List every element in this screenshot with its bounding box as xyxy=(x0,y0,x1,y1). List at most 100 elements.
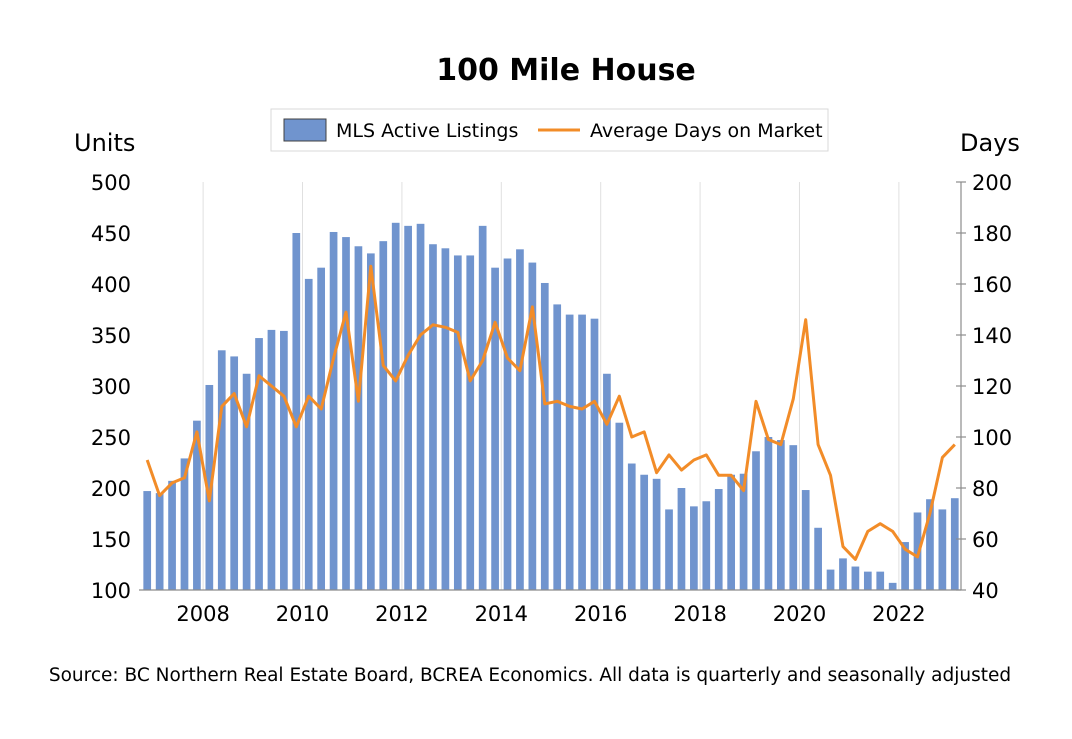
bar-listings-2 xyxy=(168,480,176,590)
bar-listings-49 xyxy=(752,451,760,590)
left-tick-label: 300 xyxy=(91,375,131,399)
bar-listings-13 xyxy=(304,278,313,590)
bar-listings-45 xyxy=(702,501,711,590)
x-axis-ticks: 2008 2010 2012 2014 2016 2018 2020 2022 xyxy=(176,602,925,626)
left-axis-title: Units xyxy=(74,129,135,157)
bar-listings-5 xyxy=(205,384,214,590)
bar-listings-48 xyxy=(739,473,748,590)
legend-label-listings: MLS Active Listings xyxy=(336,120,518,142)
bar-listings-6 xyxy=(217,350,226,590)
right-axis-title: Days xyxy=(960,129,1020,157)
legend: MLS Active Listings Average Days on Mark… xyxy=(270,108,829,152)
source-note: Source: BC Northern Real Estate Board, B… xyxy=(49,665,1011,686)
bar-listings-54 xyxy=(814,527,822,590)
x-tick-label: 2014 xyxy=(475,602,528,626)
right-tick-label: 60 xyxy=(972,528,999,552)
left-tick-label: 200 xyxy=(91,477,131,501)
bar-listings-39 xyxy=(627,463,636,590)
bar-listings-27 xyxy=(478,225,487,591)
bar-listings-57 xyxy=(851,566,860,590)
bar-listings-1 xyxy=(155,493,164,590)
vertical-gridlines xyxy=(202,182,900,590)
bar-listings-37 xyxy=(603,373,611,590)
bar-listings-59 xyxy=(876,571,885,590)
bar-listings-51 xyxy=(776,440,785,590)
bar-listings-64 xyxy=(938,509,947,590)
right-tick-label: 160 xyxy=(972,273,1012,297)
bar-listings-32 xyxy=(540,282,549,590)
bar-listings-36 xyxy=(590,318,599,590)
left-tick-label: 100 xyxy=(91,579,131,603)
bar-listings-14 xyxy=(317,267,326,590)
right-axis-ticks: 40 60 80 100 120 140 160 180 200 xyxy=(956,171,1012,603)
left-tick-label: 350 xyxy=(91,324,131,348)
bar-listings-11 xyxy=(280,330,288,590)
bar-listings-20 xyxy=(391,222,400,591)
bar-listings-47 xyxy=(727,474,736,590)
left-tick-label: 450 xyxy=(91,222,131,246)
left-tick-label: 500 xyxy=(91,171,131,195)
x-tick-label: 2020 xyxy=(773,602,826,626)
left-tick-label: 150 xyxy=(91,528,131,552)
bar-listings-26 xyxy=(466,255,475,590)
bar-listings-46 xyxy=(714,489,723,590)
bar-listings-23 xyxy=(429,244,437,590)
bar-listings-16 xyxy=(342,237,350,590)
right-tick-label: 40 xyxy=(972,579,999,603)
bar-listings-4 xyxy=(193,420,201,590)
bar-listings-44 xyxy=(690,506,698,590)
bar-listings-28 xyxy=(491,267,499,590)
bar-listings-21 xyxy=(404,225,412,591)
bar-listings-52 xyxy=(789,445,798,590)
x-tick-label: 2010 xyxy=(276,602,329,626)
bar-listings-18 xyxy=(366,253,375,590)
line-series-days xyxy=(145,264,956,561)
bar-listings-35 xyxy=(578,314,586,590)
bar-listings-42 xyxy=(665,509,673,590)
bar-listings-25 xyxy=(453,255,462,590)
right-tick-label: 200 xyxy=(972,171,1012,195)
bar-listings-22 xyxy=(416,223,425,590)
bar-listings-19 xyxy=(379,241,388,590)
legend-label-days: Average Days on Market xyxy=(590,120,823,142)
right-tick-label: 100 xyxy=(972,426,1012,450)
bar-listings-61 xyxy=(901,542,909,590)
bar-listings-31 xyxy=(528,262,537,590)
bar-listings-65 xyxy=(950,498,959,590)
right-tick-label: 180 xyxy=(972,222,1012,246)
legend-swatch-listings xyxy=(283,118,327,142)
x-tick-label: 2022 xyxy=(872,602,925,626)
bar-listings-40 xyxy=(640,474,649,590)
bar-listings-15 xyxy=(329,231,338,591)
right-tick-label: 80 xyxy=(972,477,999,501)
left-axis-ticks: 100 150 200 250 300 350 400 450 500 xyxy=(91,171,131,603)
x-tick-label: 2018 xyxy=(673,602,726,626)
bar-listings-63 xyxy=(926,499,934,590)
left-tick-label: 250 xyxy=(91,426,131,450)
bar-listings-0 xyxy=(143,491,152,590)
bar-listings-50 xyxy=(764,437,773,590)
line-days-path xyxy=(145,264,956,561)
bars-series-listings xyxy=(143,222,959,591)
bar-listings-9 xyxy=(255,338,263,590)
bar-listings-34 xyxy=(565,314,574,590)
bar-listings-43 xyxy=(677,488,686,590)
bar-listings-62 xyxy=(913,512,922,590)
bar-listings-12 xyxy=(292,233,301,590)
bar-listings-24 xyxy=(441,248,450,591)
bar-listings-10 xyxy=(267,329,276,590)
x-tick-label: 2008 xyxy=(176,602,229,626)
bar-listings-58 xyxy=(863,571,872,590)
left-tick-label: 400 xyxy=(91,273,131,297)
bar-listings-7 xyxy=(230,356,239,590)
x-tick-label: 2016 xyxy=(574,602,627,626)
bar-listings-60 xyxy=(888,582,897,590)
bar-listings-17 xyxy=(354,246,363,590)
chart-title: 100 Mile House xyxy=(436,53,696,88)
bar-listings-3 xyxy=(180,458,189,590)
bar-listings-30 xyxy=(516,249,524,590)
right-tick-label: 140 xyxy=(972,324,1012,348)
right-tick-label: 120 xyxy=(972,375,1012,399)
bar-listings-56 xyxy=(839,558,847,590)
